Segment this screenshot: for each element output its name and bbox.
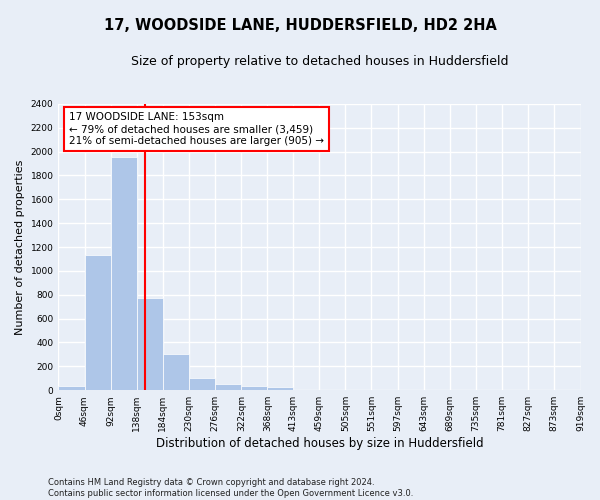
- Text: Contains HM Land Registry data © Crown copyright and database right 2024.
Contai: Contains HM Land Registry data © Crown c…: [48, 478, 413, 498]
- Bar: [110, 157, 137, 390]
- X-axis label: Distribution of detached houses by size in Huddersfield: Distribution of detached houses by size …: [155, 437, 483, 450]
- Text: 17, WOODSIDE LANE, HUDDERSFIELD, HD2 2HA: 17, WOODSIDE LANE, HUDDERSFIELD, HD2 2HA: [104, 18, 496, 32]
- Bar: [268, 387, 293, 390]
- Bar: [137, 298, 163, 390]
- Bar: [163, 354, 189, 390]
- Bar: [58, 386, 85, 390]
- Bar: [189, 378, 215, 390]
- Text: 17 WOODSIDE LANE: 153sqm
← 79% of detached houses are smaller (3,459)
21% of sem: 17 WOODSIDE LANE: 153sqm ← 79% of detach…: [69, 112, 324, 146]
- Bar: [85, 256, 110, 390]
- Bar: [241, 386, 268, 390]
- Y-axis label: Number of detached properties: Number of detached properties: [15, 160, 25, 334]
- Bar: [215, 384, 241, 390]
- Title: Size of property relative to detached houses in Huddersfield: Size of property relative to detached ho…: [131, 55, 508, 68]
